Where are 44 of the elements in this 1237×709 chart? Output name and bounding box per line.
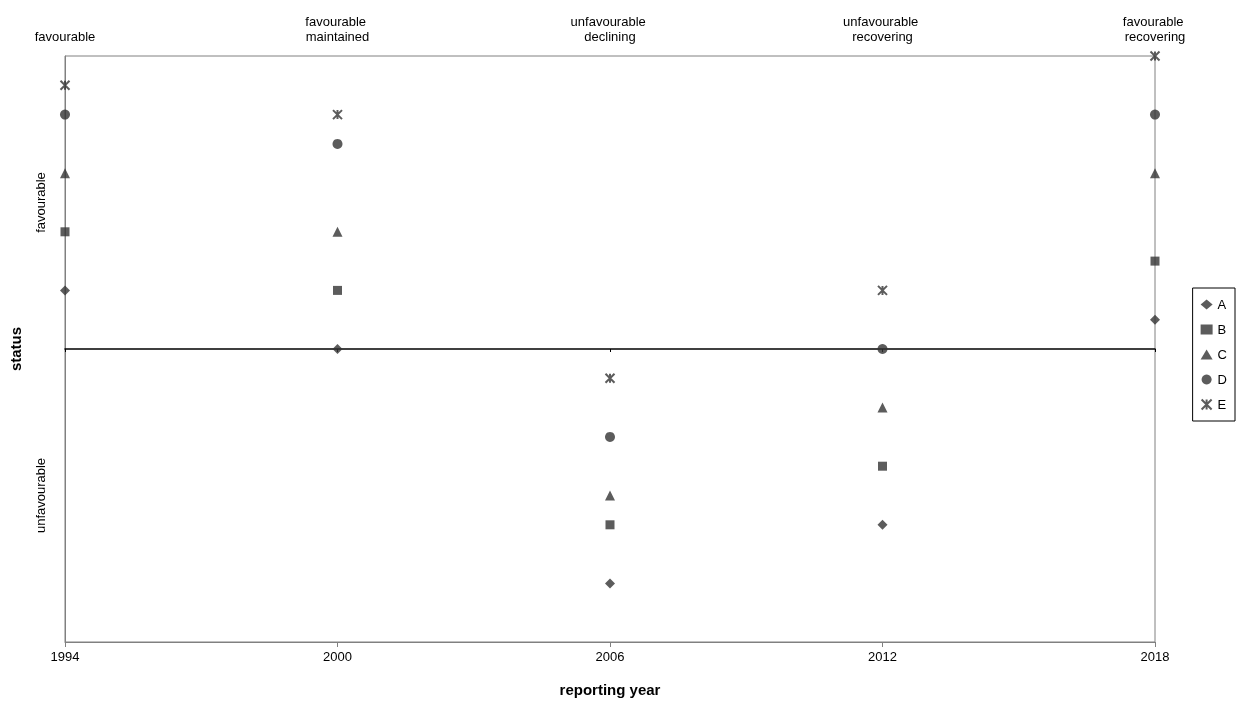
text: unfavourable (32, 457, 48, 534)
point (877, 519, 888, 530)
point (60, 285, 70, 296)
point (332, 344, 343, 354)
legend-label: D (1217, 372, 1227, 387)
point (60, 168, 70, 179)
point (332, 226, 343, 237)
point (877, 284, 888, 296)
text: favourable (34, 29, 96, 44)
point (605, 490, 615, 501)
legend-label: B (1217, 322, 1227, 337)
y-axis-title: status (7, 326, 24, 372)
x-tick-label: 2018 (1140, 649, 1170, 664)
text: unfavourable recovering (843, 14, 922, 44)
point (877, 344, 888, 354)
point (605, 520, 615, 530)
x-tick-label: 2006 (595, 649, 625, 664)
legend-label: E (1217, 397, 1227, 412)
point (878, 461, 887, 471)
point (1150, 109, 1160, 120)
point (60, 109, 70, 120)
point (1150, 168, 1160, 179)
point (1149, 50, 1161, 62)
point (604, 372, 616, 384)
legend-label: A (1217, 297, 1227, 312)
point (877, 402, 888, 413)
text: favourable (32, 172, 48, 233)
text: favourable recovering (1122, 14, 1188, 44)
point (332, 138, 343, 149)
text: unfavourable declining (570, 14, 650, 44)
point (60, 227, 70, 237)
point (605, 578, 615, 589)
point (332, 109, 343, 121)
point (1150, 314, 1160, 325)
legend-label: C (1217, 347, 1227, 362)
x-tick-label: 2000 (323, 649, 352, 664)
text: favourable maintained (305, 14, 370, 44)
point (605, 431, 615, 442)
x-axis-title: reporting year (559, 681, 661, 698)
x-tick-label: 1994 (50, 649, 80, 664)
point (333, 285, 342, 295)
x-tick-label: 2012 (868, 649, 897, 664)
point (59, 79, 71, 91)
point (1150, 256, 1160, 266)
